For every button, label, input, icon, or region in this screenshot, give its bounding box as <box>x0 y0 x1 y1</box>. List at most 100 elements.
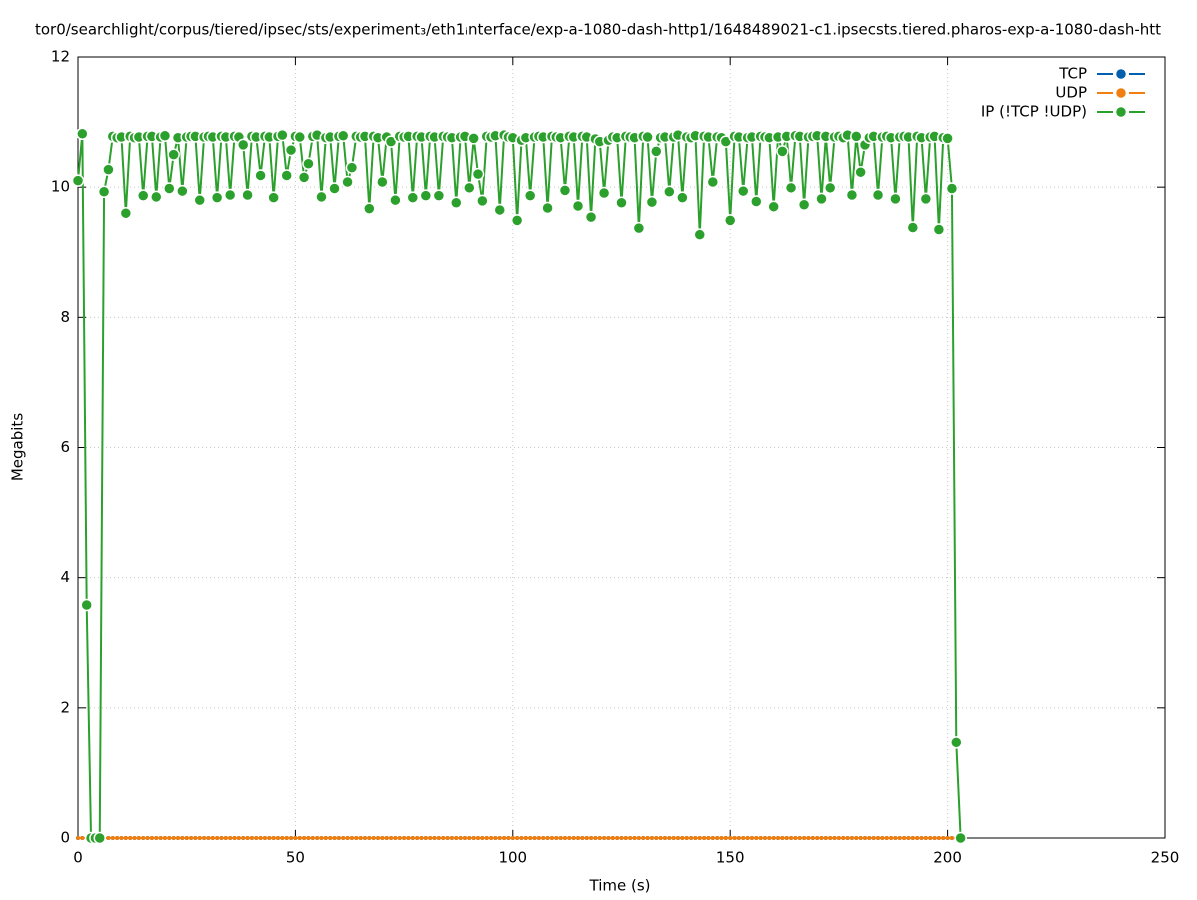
data-point <box>310 836 315 840</box>
data-point <box>262 836 267 840</box>
data-point <box>249 836 254 840</box>
data-point <box>523 189 537 202</box>
data-point <box>271 836 276 840</box>
data-point <box>867 836 872 840</box>
data-point <box>819 836 824 840</box>
data-point <box>780 836 785 840</box>
data-point <box>663 185 676 198</box>
data-point <box>254 836 259 840</box>
x-axis-label: Time (s) <box>589 877 651 895</box>
data-point <box>336 129 350 143</box>
data-point <box>945 836 950 840</box>
data-point <box>376 175 389 189</box>
data-point <box>302 836 307 840</box>
data-point <box>102 163 115 176</box>
data-point <box>497 836 502 840</box>
data-point <box>689 836 694 840</box>
data-point <box>471 836 476 840</box>
data-point <box>519 836 524 840</box>
data-point <box>449 836 454 840</box>
data-point <box>641 836 646 840</box>
data-point <box>319 836 324 840</box>
data-point <box>636 836 641 840</box>
data-point <box>510 836 515 840</box>
data-point <box>467 132 480 145</box>
data-point <box>515 836 520 840</box>
data-point <box>776 145 789 158</box>
data-point <box>219 836 224 840</box>
data-point <box>602 836 607 840</box>
data-point <box>215 836 220 840</box>
data-point <box>845 188 859 202</box>
data-point <box>241 188 254 202</box>
data-point <box>236 836 241 840</box>
data-point <box>797 836 802 840</box>
data-point <box>315 836 320 840</box>
data-point <box>767 836 772 840</box>
data-point <box>454 836 459 840</box>
data-point <box>302 157 315 170</box>
data-point <box>915 836 920 840</box>
data-point <box>241 836 246 840</box>
y-tick-label: 6 <box>60 438 70 456</box>
data-point <box>341 175 354 189</box>
data-point <box>541 201 554 215</box>
data-point <box>645 195 659 209</box>
data-point <box>267 836 272 840</box>
data-point <box>97 185 111 198</box>
data-point <box>884 836 889 840</box>
data-point <box>197 836 202 840</box>
data-point <box>862 836 867 840</box>
legend-label: UDP <box>1055 84 1087 102</box>
data-point <box>119 206 133 220</box>
data-point <box>589 836 594 840</box>
data-point <box>671 836 676 840</box>
data-point <box>393 836 398 840</box>
data-point <box>889 836 894 840</box>
data-point <box>619 836 624 840</box>
data-point <box>80 598 93 612</box>
data-point <box>815 836 820 840</box>
data-point <box>610 836 615 840</box>
data-point <box>162 836 167 840</box>
data-point <box>345 836 350 840</box>
data-point <box>741 836 746 840</box>
data-point <box>876 836 881 840</box>
data-point <box>615 836 620 840</box>
data-point <box>510 214 524 227</box>
data-point <box>206 836 211 840</box>
data-point <box>419 836 424 840</box>
data-point <box>658 836 663 840</box>
data-point <box>789 836 794 840</box>
data-point <box>693 228 707 241</box>
data-point <box>750 195 763 208</box>
y-tick-label: 2 <box>60 698 70 716</box>
y-axis-label: Megabits <box>9 413 27 481</box>
data-point <box>232 836 237 840</box>
data-point <box>528 836 533 840</box>
data-point <box>932 223 946 236</box>
data-point <box>202 836 207 840</box>
data-point <box>571 836 576 840</box>
data-point <box>562 836 567 840</box>
y-tick-label: 12 <box>51 48 70 66</box>
data-point <box>493 836 498 840</box>
data-point <box>654 836 659 840</box>
data-point <box>571 199 585 213</box>
data-point <box>523 836 528 840</box>
data-point <box>632 836 637 840</box>
legend-marker <box>1114 105 1128 119</box>
data-point <box>836 836 841 840</box>
data-point <box>293 130 306 144</box>
data-point <box>628 836 633 840</box>
data-point <box>210 836 215 840</box>
data-point <box>641 130 654 144</box>
data-point <box>832 836 837 840</box>
data-point <box>850 130 863 143</box>
data-point <box>189 836 194 840</box>
x-tick-label: 250 <box>1151 849 1180 867</box>
data-point <box>115 836 120 840</box>
data-point <box>728 836 733 840</box>
data-point <box>123 836 128 840</box>
data-point <box>158 129 172 143</box>
